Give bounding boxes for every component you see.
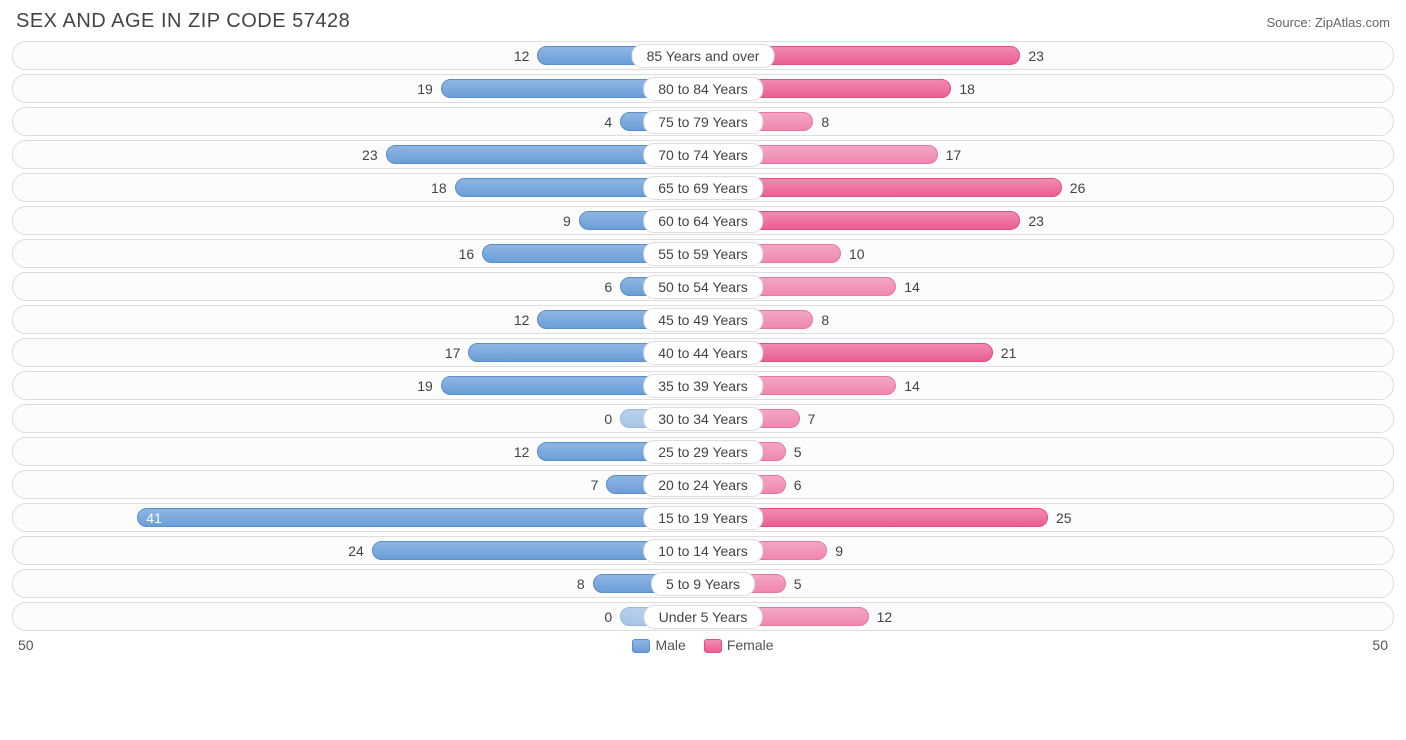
- female-value: 8: [821, 312, 829, 328]
- age-category-label: 65 to 69 Years: [643, 176, 763, 200]
- age-category-label: 70 to 74 Years: [643, 143, 763, 167]
- pyramid-row: 6 14 50 to 54 Years: [12, 272, 1394, 301]
- female-value: 8: [821, 114, 829, 130]
- age-category-label: 30 to 34 Years: [643, 407, 763, 431]
- male-value: 19: [417, 81, 433, 97]
- male-value: 41: [146, 510, 162, 526]
- female-value: 5: [794, 576, 802, 592]
- female-value: 14: [904, 279, 920, 295]
- female-value: 23: [1028, 213, 1044, 229]
- pyramid-row: 19 18 80 to 84 Years: [12, 74, 1394, 103]
- pyramid-row: 0 12 Under 5 Years: [12, 602, 1394, 631]
- male-value: 9: [563, 213, 571, 229]
- age-category-label: 55 to 59 Years: [643, 242, 763, 266]
- male-bar: 41: [137, 508, 703, 527]
- pyramid-row: 8 5 5 to 9 Years: [12, 569, 1394, 598]
- female-value: 21: [1001, 345, 1017, 361]
- male-value: 23: [362, 147, 378, 163]
- pyramid-row: 7 6 20 to 24 Years: [12, 470, 1394, 499]
- pyramid-row: 17 21 40 to 44 Years: [12, 338, 1394, 367]
- age-category-label: 75 to 79 Years: [643, 110, 763, 134]
- age-category-label: 85 Years and over: [632, 44, 775, 68]
- female-swatch-icon: [704, 639, 722, 653]
- pyramid-row: 4 8 75 to 79 Years: [12, 107, 1394, 136]
- female-value: 6: [794, 477, 802, 493]
- age-category-label: 25 to 29 Years: [643, 440, 763, 464]
- legend-male-label: Male: [655, 637, 685, 653]
- female-value: 9: [835, 543, 843, 559]
- age-category-label: 40 to 44 Years: [643, 341, 763, 365]
- male-value: 12: [514, 312, 530, 328]
- pyramid-row: 23 17 70 to 74 Years: [12, 140, 1394, 169]
- chart-source: Source: ZipAtlas.com: [1266, 15, 1390, 30]
- population-pyramid-chart: 12 23 85 Years and over 19 18 80 to 84 Years 4…: [12, 41, 1394, 631]
- age-category-label: 45 to 49 Years: [643, 308, 763, 332]
- axis-left-max: 50: [18, 637, 34, 653]
- pyramid-row: 12 5 25 to 29 Years: [12, 437, 1394, 466]
- male-value: 0: [604, 609, 612, 625]
- chart-title: SEX AND AGE IN ZIP CODE 57428: [16, 10, 350, 33]
- male-value: 24: [348, 543, 364, 559]
- chart-legend: Male Female: [632, 637, 773, 653]
- female-value: 10: [849, 246, 865, 262]
- legend-item-female: Female: [704, 637, 774, 653]
- female-value: 26: [1070, 180, 1086, 196]
- male-value: 0: [604, 411, 612, 427]
- female-value: 12: [877, 609, 893, 625]
- age-category-label: 5 to 9 Years: [651, 572, 755, 596]
- age-category-label: 80 to 84 Years: [643, 77, 763, 101]
- chart-header: SEX AND AGE IN ZIP CODE 57428 Source: Zi…: [12, 10, 1394, 33]
- male-value: 6: [604, 279, 612, 295]
- age-category-label: 10 to 14 Years: [643, 539, 763, 563]
- male-value: 16: [459, 246, 475, 262]
- male-value: 19: [417, 378, 433, 394]
- pyramid-row: 24 9 10 to 14 Years: [12, 536, 1394, 565]
- male-value: 7: [591, 477, 599, 493]
- male-value: 17: [445, 345, 461, 361]
- age-category-label: Under 5 Years: [644, 605, 763, 629]
- female-value: 5: [794, 444, 802, 460]
- age-category-label: 15 to 19 Years: [643, 506, 763, 530]
- legend-female-label: Female: [727, 637, 774, 653]
- female-value: 17: [946, 147, 962, 163]
- female-value: 18: [959, 81, 975, 97]
- pyramid-row: 18 26 65 to 69 Years: [12, 173, 1394, 202]
- chart-footer: 50 Male Female 50: [12, 637, 1394, 653]
- male-value: 8: [577, 576, 585, 592]
- pyramid-row: 41 25 15 to 19 Years: [12, 503, 1394, 532]
- pyramid-row: 9 23 60 to 64 Years: [12, 206, 1394, 235]
- male-value: 12: [514, 444, 530, 460]
- female-value: 14: [904, 378, 920, 394]
- female-value: 23: [1028, 48, 1044, 64]
- male-value: 12: [514, 48, 530, 64]
- age-category-label: 20 to 24 Years: [643, 473, 763, 497]
- age-category-label: 50 to 54 Years: [643, 275, 763, 299]
- female-value: 25: [1056, 510, 1072, 526]
- legend-item-male: Male: [632, 637, 685, 653]
- age-category-label: 35 to 39 Years: [643, 374, 763, 398]
- pyramid-row: 12 23 85 Years and over: [12, 41, 1394, 70]
- female-value: 7: [808, 411, 816, 427]
- pyramid-row: 19 14 35 to 39 Years: [12, 371, 1394, 400]
- pyramid-row: 12 8 45 to 49 Years: [12, 305, 1394, 334]
- pyramid-row: 16 10 55 to 59 Years: [12, 239, 1394, 268]
- male-swatch-icon: [632, 639, 650, 653]
- pyramid-row: 0 7 30 to 34 Years: [12, 404, 1394, 433]
- male-value: 4: [604, 114, 612, 130]
- age-category-label: 60 to 64 Years: [643, 209, 763, 233]
- axis-right-max: 50: [1372, 637, 1388, 653]
- male-value: 18: [431, 180, 447, 196]
